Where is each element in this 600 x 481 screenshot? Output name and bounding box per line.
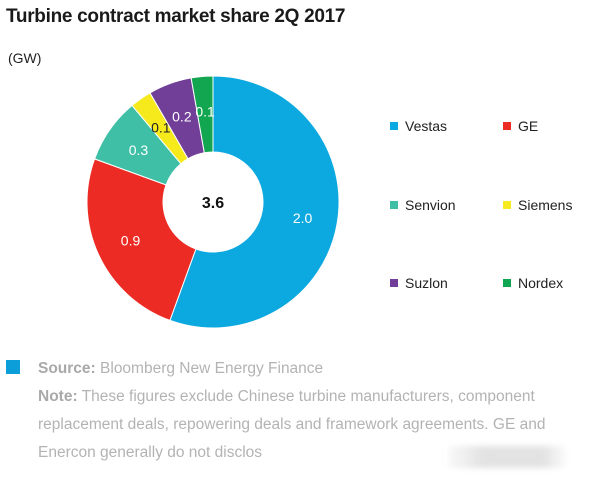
center-total-label: 3.6	[202, 195, 224, 212]
slice-vestas	[169, 75, 340, 329]
slice-label-senvion: 0.3	[129, 142, 149, 158]
source-marker	[6, 360, 20, 374]
legend-label-ge: GE	[518, 118, 539, 134]
note-label: Note:	[38, 388, 78, 405]
legend-label-senvion: Senvion	[405, 197, 456, 213]
note-line: Note: These figures exclude Chinese turb…	[38, 383, 578, 467]
slice-nordex	[190, 75, 214, 154]
legend-swatch-ge	[503, 122, 511, 130]
slice-ge	[86, 158, 197, 322]
legend-label-nordex: Nordex	[518, 275, 564, 291]
slice-label-suzlon: 0.2	[172, 108, 192, 124]
legend-swatch-senvion	[390, 201, 398, 209]
legend-swatch-suzlon	[390, 279, 398, 287]
donut-chart: 2.00.90.30.10.2 0.13.6	[86, 75, 340, 329]
legend-item-vestas: Vestas	[390, 118, 447, 134]
chart-title: Turbine contract market share 2Q 2017	[6, 6, 346, 27]
legend-swatch-vestas	[390, 122, 398, 130]
legend-item-siemens: Siemens	[503, 197, 572, 213]
legend-item-senvion: Senvion	[390, 197, 456, 213]
note-text: These figures exclude Chinese turbine ma…	[38, 388, 546, 461]
slice-label-siemens: 0.1	[151, 119, 171, 135]
legend-item-nordex: Nordex	[503, 275, 563, 291]
legend: Vestas GE Senvion Siemens Suzlon Nordex	[390, 110, 600, 310]
legend-swatch-nordex	[503, 279, 511, 287]
source-label: Source:	[38, 360, 96, 377]
slice-label-ge: 0.9	[121, 232, 141, 248]
footer-notes: Source: Bloomberg New Energy Finance Not…	[38, 355, 578, 467]
legend-item-ge: GE	[503, 118, 538, 134]
slice-label-nordex: 0.1	[195, 103, 215, 119]
source-line: Source: Bloomberg New Energy Finance	[38, 355, 578, 383]
legend-label-vestas: Vestas	[405, 118, 448, 134]
legend-label-siemens: Siemens	[518, 197, 573, 213]
slice-label-vestas: 2.0	[293, 210, 313, 226]
legend-swatch-siemens	[503, 201, 511, 209]
unit-label: (GW)	[8, 50, 42, 66]
source-text: Bloomberg New Energy Finance	[100, 360, 324, 377]
legend-label-suzlon: Suzlon	[405, 275, 448, 291]
legend-item-suzlon: Suzlon	[390, 275, 448, 291]
blurred-overlay	[448, 446, 566, 468]
